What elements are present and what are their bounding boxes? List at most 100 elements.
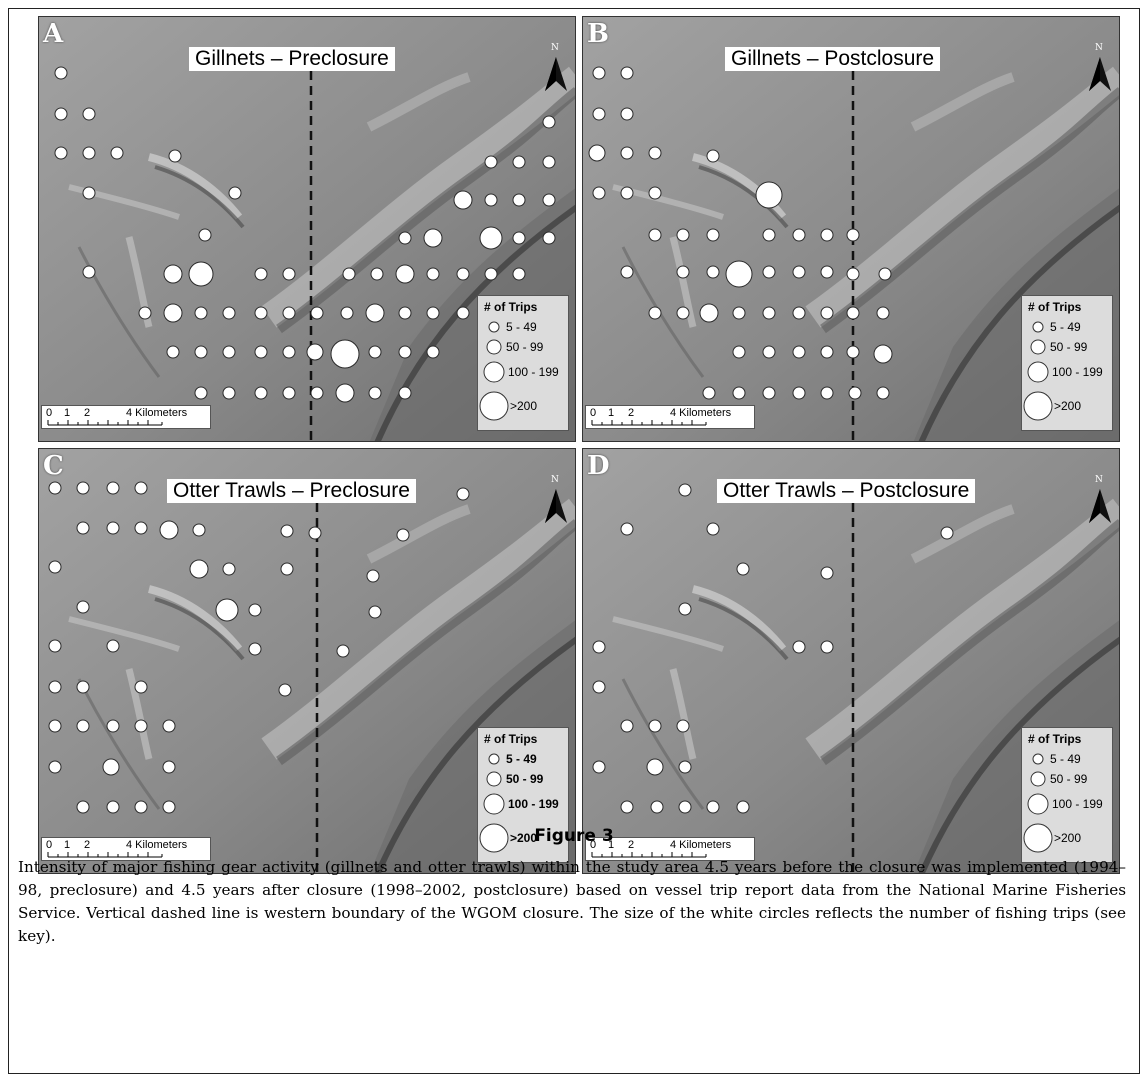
trip-circle-marker [110, 146, 124, 160]
trip-circle-marker [755, 181, 783, 209]
panel-title: Otter Trawls – Preclosure [167, 479, 416, 503]
trip-circle-marker [106, 521, 120, 535]
trip-circle-marker [76, 800, 90, 814]
legend: # of Trips 5 - 49 50 - 99 100 - 199 >200 [477, 295, 569, 431]
trip-circle-marker [134, 481, 148, 495]
trip-circle-marker [620, 186, 634, 200]
trip-circle-marker [820, 228, 834, 242]
trip-circle-marker [330, 339, 360, 369]
legend-symbols [479, 321, 509, 421]
north-arrow-icon: N [543, 475, 569, 525]
trip-circle-marker [699, 303, 719, 323]
trip-circle-marker [106, 719, 120, 733]
trip-circle-marker [280, 524, 294, 538]
trip-circle-marker [396, 528, 410, 542]
trip-circle-marker [456, 306, 470, 320]
trip-circle-marker [198, 228, 212, 242]
trip-circle-marker [48, 639, 62, 653]
trip-circle-marker [762, 228, 776, 242]
trip-circle-marker [168, 149, 182, 163]
scale-bar: 0 1 2 4 Kilometers [41, 837, 211, 861]
map-panel-b: B Gillnets – Postclosure N 0 1 2 4 Kilom… [582, 16, 1120, 442]
trip-circle-marker [592, 186, 606, 200]
trip-circle-marker [192, 523, 206, 537]
scale-label-1: 1 [64, 839, 71, 851]
map-panel-c: C Otter Trawls – Preclosure N 0 1 2 4 Ki… [38, 448, 576, 874]
trip-circle-marker [76, 481, 90, 495]
trip-circle-marker [222, 306, 236, 320]
panel-title: Gillnets – Postclosure [725, 47, 941, 71]
trip-circle-marker [248, 603, 262, 617]
scale-label-2: 2 [84, 839, 91, 851]
trip-circle-marker [676, 228, 690, 242]
trip-circle-marker [620, 522, 634, 536]
terrain-map [583, 449, 1119, 873]
trip-circle-marker [592, 66, 606, 80]
trip-circle-marker [48, 481, 62, 495]
north-arrow-icon: N [543, 43, 569, 93]
trip-circle-marker [792, 345, 806, 359]
trip-circle-marker [456, 487, 470, 501]
trip-circle-marker [453, 190, 473, 210]
scale-label-1: 1 [64, 407, 71, 419]
trip-circle-marker [48, 719, 62, 733]
trip-circle-marker [82, 107, 96, 121]
trip-circle-marker [648, 719, 662, 733]
trip-circle-marker [398, 386, 412, 400]
trip-circle-marker [335, 383, 355, 403]
trip-circle-marker [620, 66, 634, 80]
trip-circle-marker [846, 345, 860, 359]
trip-circle-marker [336, 644, 350, 658]
trip-circle-marker [646, 758, 664, 776]
trip-circle-marker [54, 107, 68, 121]
trip-circle-marker [706, 149, 720, 163]
trip-circle-marker [228, 186, 242, 200]
trip-circle-marker [222, 386, 236, 400]
trip-circle-marker [340, 306, 354, 320]
panel-title: Otter Trawls – Postclosure [717, 479, 976, 503]
trip-circle-marker [426, 306, 440, 320]
trip-circle-marker [876, 386, 890, 400]
scale-label-0: 0 [590, 839, 597, 851]
trip-circle-marker [620, 146, 634, 160]
panel-title: Gillnets – Preclosure [189, 47, 395, 71]
trip-circle-marker [762, 386, 776, 400]
trip-circle-marker [762, 306, 776, 320]
trip-circle-marker [162, 719, 176, 733]
trip-circle-marker [82, 265, 96, 279]
trip-circle-marker [134, 800, 148, 814]
north-arrow-icon: N [1087, 475, 1113, 525]
trip-circle-marker [134, 719, 148, 733]
trip-circle-marker [222, 562, 236, 576]
figure-heading: Figure 3 [534, 826, 614, 846]
scale-bar: 0 1 2 4 Kilometers [585, 405, 755, 429]
trip-circle-marker [792, 265, 806, 279]
panel-letter: A [43, 19, 64, 49]
trip-circle-marker [163, 303, 183, 323]
trip-circle-marker [512, 155, 526, 169]
trip-circle-marker [162, 760, 176, 774]
north-arrow-icon: N [1087, 43, 1113, 93]
trip-circle-marker [48, 760, 62, 774]
trip-circle-marker [163, 264, 183, 284]
trip-circle-marker [792, 640, 806, 654]
trip-circle-marker [280, 562, 294, 576]
scale-label-4km: 4 Kilometers [670, 407, 732, 419]
trip-circle-marker [48, 680, 62, 694]
trip-circle-marker [620, 719, 634, 733]
legend-item: 5 - 49 [1050, 752, 1081, 766]
trip-circle-marker [76, 719, 90, 733]
trip-circle-marker [650, 800, 664, 814]
trip-circle-marker [702, 386, 716, 400]
trip-circle-marker [732, 386, 746, 400]
north-label: N [551, 475, 559, 485]
trip-circle-marker [479, 226, 503, 250]
trip-circle-marker [54, 66, 68, 80]
trip-circle-marker [592, 640, 606, 654]
scale-bar: 0 1 2 4 Kilometers [585, 837, 755, 861]
trip-circle-marker [102, 758, 120, 776]
trip-circle-marker [736, 562, 750, 576]
scale-label-2: 2 [628, 407, 635, 419]
trip-circle-marker [366, 569, 380, 583]
trip-circle-marker [82, 186, 96, 200]
